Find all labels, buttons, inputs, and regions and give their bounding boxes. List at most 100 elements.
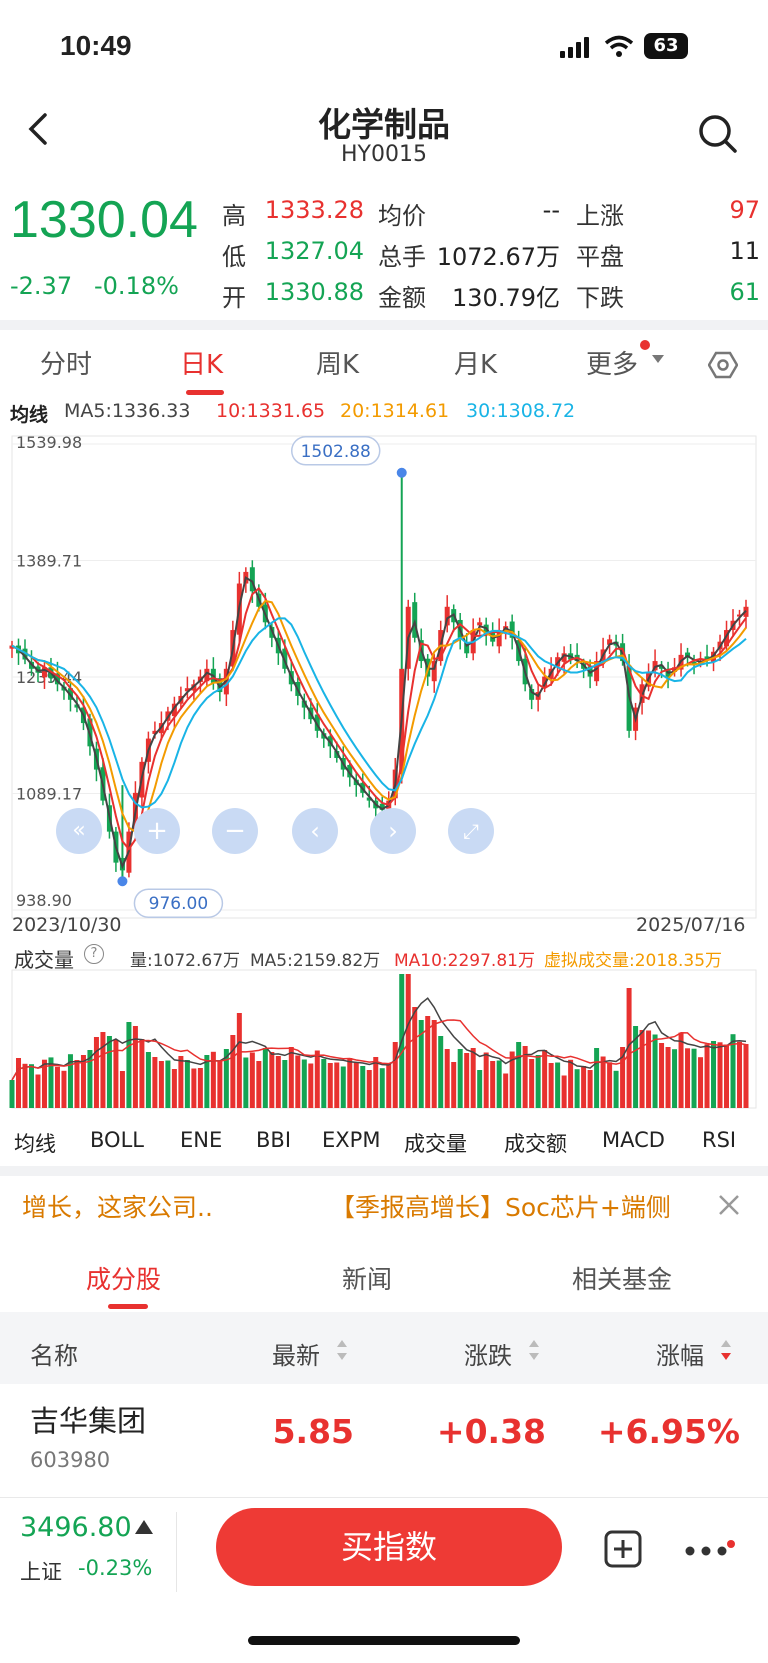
indicator-macd[interactable]: MACD <box>602 1128 665 1152</box>
add-watchlist-icon[interactable] <box>604 1530 642 1568</box>
next-button[interactable]: › <box>370 808 416 854</box>
more-icon[interactable] <box>684 1540 736 1560</box>
volume-bar <box>184 1060 190 1108</box>
volume-bar <box>451 1062 457 1108</box>
indicator-boll[interactable]: BOLL <box>90 1128 144 1152</box>
prev-button[interactable]: ‹ <box>292 808 338 854</box>
back-icon[interactable] <box>26 112 50 146</box>
fullscreen-button[interactable]: ⤢ <box>448 808 494 854</box>
open-value: 1330.88 <box>264 278 364 306</box>
battery-icon: 63 <box>644 33 688 59</box>
volume-bar <box>119 1071 125 1108</box>
settings-icon[interactable] <box>708 350 738 380</box>
volume-label: 总手 <box>378 243 426 271</box>
volume-bar <box>158 1061 164 1108</box>
volume-bar <box>522 1046 528 1108</box>
tab-more[interactable]: 更多 <box>586 350 639 380</box>
volume-bar <box>600 1056 606 1108</box>
candle-body <box>672 667 678 672</box>
tab-news[interactable]: 新闻 <box>342 1265 393 1294</box>
tab-monthly-k[interactable]: 月K <box>454 350 498 380</box>
zoom-in-button[interactable]: + <box>134 808 180 854</box>
column-name[interactable]: 名称 <box>30 1342 78 1370</box>
volume-bar <box>672 1049 678 1108</box>
fast-back-button[interactable]: « <box>56 808 102 854</box>
volume-bar <box>730 1034 736 1108</box>
volume-bar <box>295 1055 301 1108</box>
indicator-volume[interactable]: 成交量 <box>404 1132 467 1156</box>
volume-bar <box>555 1062 561 1108</box>
volume-bar <box>74 1060 80 1108</box>
amount-value: 130.79亿 <box>452 284 560 312</box>
buy-index-button[interactable]: 买指数 <box>216 1508 562 1586</box>
indicator-ene[interactable]: ENE <box>180 1128 223 1152</box>
column-change[interactable]: 涨跌 <box>464 1342 512 1370</box>
column-last[interactable]: 最新 <box>272 1342 320 1370</box>
volume-ma5: MA5:2159.82万 <box>250 951 381 971</box>
candle-body <box>314 714 320 731</box>
indicator-rsi[interactable]: RSI <box>702 1128 737 1152</box>
sort-icon[interactable] <box>528 1338 540 1362</box>
table-header <box>0 1312 768 1384</box>
stock-change: +0.38 <box>436 1412 546 1451</box>
volume-bar <box>412 1007 418 1108</box>
tab-intraday[interactable]: 分时 <box>40 350 93 380</box>
stock-code: 603980 <box>30 1448 111 1472</box>
candle-body <box>431 661 437 682</box>
volume-bar <box>594 1048 600 1108</box>
candle-body <box>22 648 28 660</box>
volume-bar <box>457 1049 463 1108</box>
candle-body <box>366 797 372 801</box>
amount-label: 金额 <box>378 284 426 312</box>
indicator-bbi[interactable]: BBI <box>256 1128 292 1152</box>
volume-bar <box>587 1070 593 1108</box>
candle-body <box>347 764 353 778</box>
y-tick-label: 1539.98 <box>16 433 82 452</box>
zoom-out-button[interactable]: − <box>212 808 258 854</box>
volume-bar <box>743 1044 749 1108</box>
volume-bar <box>607 1062 613 1108</box>
volume-bar <box>249 1052 255 1108</box>
ma5-value: MA5:1336.33 <box>64 400 191 422</box>
tab-constituents[interactable]: 成分股 <box>86 1265 162 1294</box>
news-item[interactable]: 【季报高增长】Soc芯片+端侧 <box>330 1193 671 1222</box>
volume-chart <box>9 969 757 1109</box>
volume-bar <box>503 1073 509 1108</box>
down-count: 61 <box>729 278 760 306</box>
volume-bar <box>477 1070 483 1108</box>
indicator-amount[interactable]: 成交额 <box>504 1132 567 1156</box>
up-arrow-icon <box>135 1520 153 1534</box>
volume-bar <box>191 1068 197 1108</box>
battery-level: 63 <box>653 35 679 56</box>
tab-weekly-k[interactable]: 周K <box>316 350 360 380</box>
volume-bar <box>405 974 411 1108</box>
volume-bar <box>15 1058 21 1108</box>
close-icon[interactable] <box>718 1194 740 1216</box>
volume-bar <box>470 1048 476 1108</box>
volume-bar <box>711 1041 717 1108</box>
indicator-expm[interactable]: EXPM <box>322 1128 381 1152</box>
dropdown-icon <box>652 355 664 363</box>
volume-bar <box>373 1057 379 1108</box>
sort-desc-icon[interactable] <box>720 1338 732 1362</box>
sort-icon[interactable] <box>336 1338 348 1362</box>
avg-value: -- <box>542 196 560 224</box>
volume-bar <box>438 1036 444 1108</box>
ma20-value: 20:1314.61 <box>340 400 450 422</box>
tab-related-funds[interactable]: 相关基金 <box>572 1265 673 1294</box>
volume-bar <box>126 1022 132 1108</box>
volume-bar <box>243 1057 249 1108</box>
column-change-pct[interactable]: 涨幅 <box>656 1342 704 1370</box>
volume-bar <box>80 1055 86 1108</box>
tab-daily-k[interactable]: 日K <box>180 350 224 380</box>
index-name: 上证 <box>20 1560 62 1584</box>
news-item[interactable]: 增长，这家公司.. <box>22 1193 213 1222</box>
volume-bar <box>210 1051 216 1108</box>
volume-bar <box>568 1059 574 1108</box>
indicator-ma[interactable]: 均线 <box>14 1132 56 1156</box>
candle-body <box>379 803 385 810</box>
volume-bar <box>236 1013 242 1108</box>
help-icon[interactable]: ? <box>84 944 104 964</box>
kline-chart[interactable]: 1539.981389.711239.441089.17938.901502.8… <box>0 430 768 940</box>
search-icon[interactable] <box>698 114 738 154</box>
